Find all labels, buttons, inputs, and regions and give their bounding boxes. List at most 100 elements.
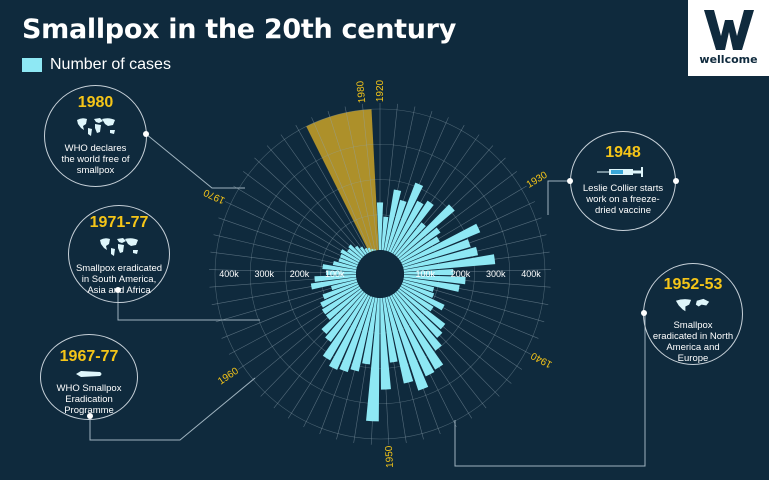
- ring-label-400k-right: 400k: [521, 269, 541, 279]
- callout-1971-year: 1971-77: [89, 214, 149, 231]
- bar-1933: [403, 246, 479, 270]
- ring-label-300k-left: 300k: [254, 269, 274, 279]
- bar-1967: [322, 264, 357, 272]
- decade-label-1920: 1920: [375, 79, 386, 102]
- bar-1923: [386, 199, 407, 252]
- legend-swatch: [22, 58, 42, 72]
- grid-spoke: [280, 134, 367, 255]
- grid-spoke: [243, 171, 361, 260]
- bar-1941: [399, 286, 434, 312]
- callout-1980-line-1: WHO declares: [64, 143, 127, 154]
- wellcome-w-icon: [703, 10, 754, 50]
- grid-spoke: [362, 103, 378, 251]
- callout-1952-line-1: Smallpox: [673, 320, 713, 331]
- callout-1948-line-3: dried vaccine: [595, 205, 651, 216]
- world-map-icon: [100, 238, 138, 256]
- callout-1952-line-3: America and: [666, 342, 720, 353]
- chart-bars: [310, 182, 496, 422]
- grid-spoke: [327, 111, 373, 252]
- highlight-wedge-1980: [306, 109, 379, 253]
- callout-1948-dot-right: [673, 178, 679, 184]
- bar-1949: [382, 297, 398, 363]
- bar-1954: [339, 296, 373, 373]
- ring-label-400k-left: 400k: [219, 269, 239, 279]
- bar-1934: [403, 254, 496, 272]
- callout-1967[interactable]: 1967-77 WHO Smallpox Eradication Program…: [40, 334, 138, 420]
- callout-1980[interactable]: 1980 WHO declares the world free of smal…: [44, 85, 147, 187]
- grid-spoke: [218, 217, 358, 267]
- callout-1980-line-3: smallpox: [76, 165, 115, 176]
- bar-1937: [403, 277, 460, 292]
- bar-1920: [376, 202, 384, 251]
- ring-label-100k-right: 100k: [415, 269, 435, 279]
- grid-ring: [214, 108, 546, 440]
- ring-label-100k-left: 100k: [325, 269, 345, 279]
- callout-1967-line-1: WHO Smallpox: [56, 383, 122, 394]
- bar-1955: [329, 294, 371, 370]
- grid-spoke: [311, 117, 371, 253]
- grid-spoke: [254, 157, 363, 258]
- bar-1940: [400, 284, 445, 311]
- callout-1967-year: 1967-77: [59, 348, 119, 365]
- bar-1965: [314, 274, 357, 282]
- bar-1951: [366, 297, 380, 422]
- callout-1980-year: 1980: [77, 94, 114, 111]
- bar-1964: [310, 277, 357, 290]
- bar-1971: [340, 249, 360, 263]
- bar-1957: [325, 292, 366, 342]
- bar-1970: [339, 253, 359, 265]
- syringe-icon: [597, 167, 643, 177]
- legend: Number of cases: [22, 56, 171, 74]
- bar-1948: [385, 296, 414, 384]
- callout-1952-line-2: eradicated in North: [652, 331, 734, 342]
- bar-1974: [354, 245, 365, 257]
- connector-1952: [454, 313, 646, 467]
- bar-1932: [402, 239, 471, 268]
- callout-1952-dot: [641, 310, 647, 316]
- decade-label-1950: 1950: [384, 445, 396, 468]
- grid-spoke: [344, 106, 376, 251]
- ring-label-200k-left: 200k: [290, 269, 310, 279]
- bar-1926: [393, 200, 434, 256]
- callout-1967-dot: [87, 413, 93, 419]
- bar-1925: [390, 200, 424, 254]
- bar-1977: [367, 247, 372, 253]
- callout-1952-year: 1952-53: [663, 276, 723, 293]
- bar-1962: [322, 282, 359, 300]
- grid-spoke: [233, 185, 360, 262]
- bar-1975: [359, 246, 367, 256]
- north-america-europe-map-icon: [675, 298, 710, 312]
- bar-1921: [381, 216, 389, 251]
- bar-1961: [320, 284, 360, 308]
- callout-1948-dot: [567, 178, 573, 184]
- grid-spoke: [213, 234, 357, 269]
- ring-label-200k-right: 200k: [451, 269, 471, 279]
- callout-1967-line-2: Eradication: [65, 394, 113, 405]
- decade-label-1980: 1980: [355, 80, 368, 104]
- callout-1948[interactable]: 1948 Leslie Collier starts work on a fre…: [570, 131, 676, 231]
- bar-1930: [400, 236, 440, 263]
- ring-label-300k-right: 300k: [486, 269, 506, 279]
- bar-1968: [332, 260, 357, 270]
- bar-1922: [383, 189, 402, 251]
- wellcome-logo[interactable]: wellcome: [688, 0, 769, 76]
- bar-1947: [387, 296, 429, 391]
- bar-1950: [380, 297, 391, 390]
- bar-1931: [401, 223, 481, 265]
- chart-center: [356, 250, 404, 298]
- bar-1952: [362, 297, 378, 365]
- callout-1948-year: 1948: [605, 144, 641, 161]
- callout-1952[interactable]: 1952-53 Smallpox eradicated in North Ame…: [643, 263, 743, 365]
- bar-1928: [396, 204, 455, 259]
- logo-text: wellcome: [699, 53, 758, 66]
- bar-1938: [402, 279, 435, 292]
- bar-1939: [401, 282, 435, 298]
- callout-1952-line-4: Europe: [677, 353, 709, 364]
- bar-1972: [347, 248, 362, 261]
- grid-spoke: [224, 201, 359, 265]
- connector-1980: [145, 133, 245, 189]
- callout-1967-line-3: Programme: [64, 405, 114, 416]
- grid-spoke: [266, 145, 365, 257]
- bar-1944: [394, 292, 442, 351]
